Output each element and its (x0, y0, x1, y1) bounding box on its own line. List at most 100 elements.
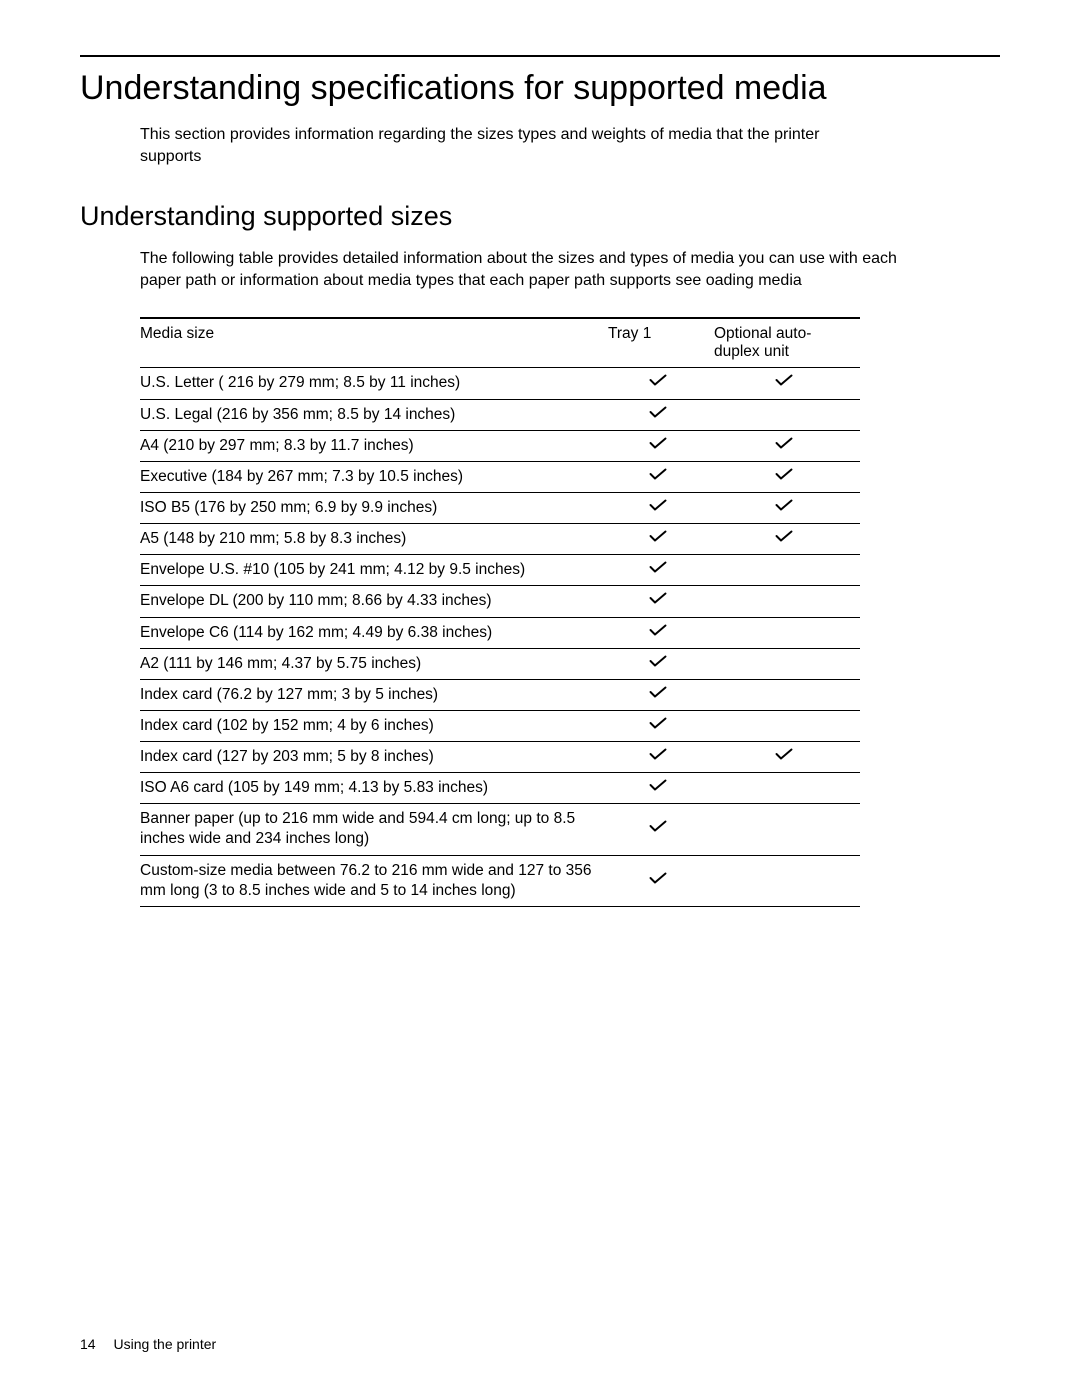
check-icon (775, 373, 793, 387)
cell-media-size: Custom-size media between 76.2 to 216 mm… (140, 855, 608, 906)
media-size-table: Media size Tray 1 Optional auto-duplex u… (140, 317, 860, 907)
cell-duplex (714, 430, 860, 461)
table-row: U.S. Letter ( 216 by 279 mm; 8.5 by 11 i… (140, 368, 860, 399)
cell-media-size: Index card (127 by 203 mm; 5 by 8 inches… (140, 742, 608, 773)
media-size-table-wrapper: Media size Tray 1 Optional auto-duplex u… (140, 317, 860, 907)
cell-tray1 (608, 648, 714, 679)
table-row: Envelope DL (200 by 110 mm; 8.66 by 4.33… (140, 586, 860, 617)
table-row: Index card (127 by 203 mm; 5 by 8 inches… (140, 742, 860, 773)
cell-duplex (714, 617, 860, 648)
check-icon (775, 747, 793, 761)
check-icon (649, 871, 667, 885)
cell-duplex (714, 586, 860, 617)
cell-duplex (714, 461, 860, 492)
cell-tray1 (608, 773, 714, 804)
table-row: A2 (111 by 146 mm; 4.37 by 5.75 inches) (140, 648, 860, 679)
page-number: 14 (80, 1336, 96, 1352)
cell-media-size: Envelope C6 (114 by 162 mm; 4.49 by 6.38… (140, 617, 608, 648)
check-icon (649, 436, 667, 450)
top-rule (80, 55, 1000, 57)
table-row: A5 (148 by 210 mm; 5.8 by 8.3 inches) (140, 524, 860, 555)
check-icon (649, 716, 667, 730)
cell-duplex (714, 492, 860, 523)
check-icon (649, 467, 667, 481)
col-header-tray1: Tray 1 (608, 318, 714, 368)
check-icon (775, 529, 793, 543)
cell-tray1 (608, 710, 714, 741)
cell-duplex (714, 679, 860, 710)
cell-media-size: Banner paper (up to 216 mm wide and 594.… (140, 804, 608, 855)
cell-duplex (714, 773, 860, 804)
cell-duplex (714, 399, 860, 430)
cell-media-size: U.S. Letter ( 216 by 279 mm; 8.5 by 11 i… (140, 368, 608, 399)
col-header-media-size: Media size (140, 318, 608, 368)
table-row: Index card (76.2 by 127 mm; 3 by 5 inche… (140, 679, 860, 710)
cell-duplex (714, 524, 860, 555)
check-icon (649, 591, 667, 605)
table-row: ISO A6 card (105 by 149 mm; 4.13 by 5.83… (140, 773, 860, 804)
check-icon (649, 778, 667, 792)
check-icon (775, 498, 793, 512)
col-header-duplex: Optional auto-duplex unit (714, 318, 860, 368)
intro-paragraph: This section provides information regard… (140, 124, 880, 167)
check-icon (649, 529, 667, 543)
cell-media-size: A5 (148 by 210 mm; 5.8 by 8.3 inches) (140, 524, 608, 555)
footer-section-label: Using the printer (113, 1336, 216, 1352)
table-header-row: Media size Tray 1 Optional auto-duplex u… (140, 318, 860, 368)
check-icon (649, 747, 667, 761)
cell-tray1 (608, 679, 714, 710)
cell-media-size: A4 (210 by 297 mm; 8.3 by 11.7 inches) (140, 430, 608, 461)
cell-media-size: Index card (76.2 by 127 mm; 3 by 5 inche… (140, 679, 608, 710)
cell-duplex (714, 804, 860, 855)
cell-media-size: A2 (111 by 146 mm; 4.37 by 5.75 inches) (140, 648, 608, 679)
section-heading: Understanding supported sizes (80, 201, 1000, 232)
table-row: Envelope C6 (114 by 162 mm; 4.49 by 6.38… (140, 617, 860, 648)
page-footer: 14 Using the printer (80, 1336, 216, 1352)
cell-tray1 (608, 617, 714, 648)
cell-media-size: Index card (102 by 152 mm; 4 by 6 inches… (140, 710, 608, 741)
cell-duplex (714, 742, 860, 773)
cell-media-size: ISO B5 (176 by 250 mm; 6.9 by 9.9 inches… (140, 492, 608, 523)
cell-tray1 (608, 368, 714, 399)
cell-tray1 (608, 855, 714, 906)
cell-duplex (714, 368, 860, 399)
cell-tray1 (608, 555, 714, 586)
cell-media-size: Executive (184 by 267 mm; 7.3 by 10.5 in… (140, 461, 608, 492)
page-title: Understanding specifications for support… (80, 69, 1000, 108)
table-row: U.S. Legal (216 by 356 mm; 8.5 by 14 inc… (140, 399, 860, 430)
cell-media-size: U.S. Legal (216 by 356 mm; 8.5 by 14 inc… (140, 399, 608, 430)
cell-media-size: Envelope U.S. #10 (105 by 241 mm; 4.12 b… (140, 555, 608, 586)
check-icon (649, 654, 667, 668)
check-icon (649, 560, 667, 574)
check-icon (649, 685, 667, 699)
section-intro-paragraph: The following table provides detailed in… (140, 248, 920, 291)
cell-media-size: ISO A6 card (105 by 149 mm; 4.13 by 5.83… (140, 773, 608, 804)
cell-tray1 (608, 461, 714, 492)
cell-tray1 (608, 742, 714, 773)
cell-media-size: Envelope DL (200 by 110 mm; 8.66 by 4.33… (140, 586, 608, 617)
cell-duplex (714, 648, 860, 679)
check-icon (649, 373, 667, 387)
table-row: Custom-size media between 76.2 to 216 mm… (140, 855, 860, 906)
cell-tray1 (608, 524, 714, 555)
cell-duplex (714, 855, 860, 906)
check-icon (649, 405, 667, 419)
check-icon (775, 467, 793, 481)
cell-duplex (714, 555, 860, 586)
table-body: U.S. Letter ( 216 by 279 mm; 8.5 by 11 i… (140, 368, 860, 907)
table-row: A4 (210 by 297 mm; 8.3 by 11.7 inches) (140, 430, 860, 461)
cell-tray1 (608, 430, 714, 461)
table-row: Banner paper (up to 216 mm wide and 594.… (140, 804, 860, 855)
check-icon (649, 819, 667, 833)
cell-tray1 (608, 492, 714, 523)
check-icon (649, 623, 667, 637)
check-icon (649, 498, 667, 512)
cell-duplex (714, 710, 860, 741)
table-row: Envelope U.S. #10 (105 by 241 mm; 4.12 b… (140, 555, 860, 586)
check-icon (775, 436, 793, 450)
table-row: Index card (102 by 152 mm; 4 by 6 inches… (140, 710, 860, 741)
document-page: Understanding specifications for support… (0, 0, 1080, 1397)
table-row: ISO B5 (176 by 250 mm; 6.9 by 9.9 inches… (140, 492, 860, 523)
cell-tray1 (608, 804, 714, 855)
table-row: Executive (184 by 267 mm; 7.3 by 10.5 in… (140, 461, 860, 492)
